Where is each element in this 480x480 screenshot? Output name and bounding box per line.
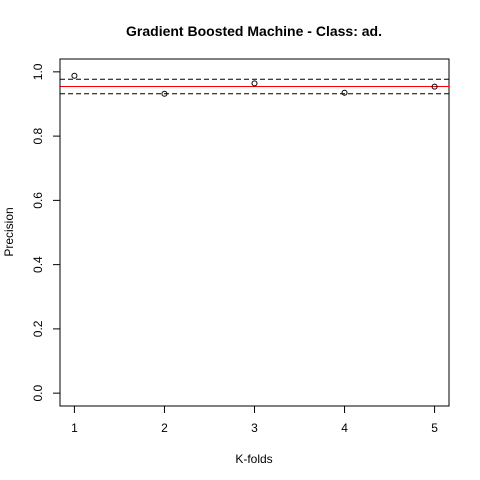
y-tick-label: 0.6 [31,192,45,209]
data-point [251,80,258,87]
plot-frame [59,58,450,407]
data-point [341,89,348,96]
chart-title: Gradient Boosted Machine - Class: ad. [126,23,382,39]
data-points [71,72,438,97]
x-tick-label: 1 [71,421,78,435]
data-point [431,83,438,90]
y-tick-label: 0.2 [31,320,45,337]
y-tick-label: 0.0 [31,384,45,401]
y-axis-label: Precision [2,207,16,256]
data-point [71,72,78,79]
x-tick-label: 4 [341,421,348,435]
y-tick-label: 0.4 [31,256,45,273]
x-axis: 1 2 3 4 5 [71,405,438,435]
y-axis: 0.0 0.2 0.4 0.6 0.8 1.0 [31,63,61,401]
y-tick-label: 1.0 [31,63,45,80]
x-tick-label: 5 [431,421,438,435]
x-axis-label: K-folds [235,452,272,466]
y-tick-label: 0.8 [31,127,45,144]
data-point [161,90,168,97]
x-tick-label: 3 [251,421,258,435]
x-tick-label: 2 [161,421,168,435]
reference-lines [60,78,449,95]
